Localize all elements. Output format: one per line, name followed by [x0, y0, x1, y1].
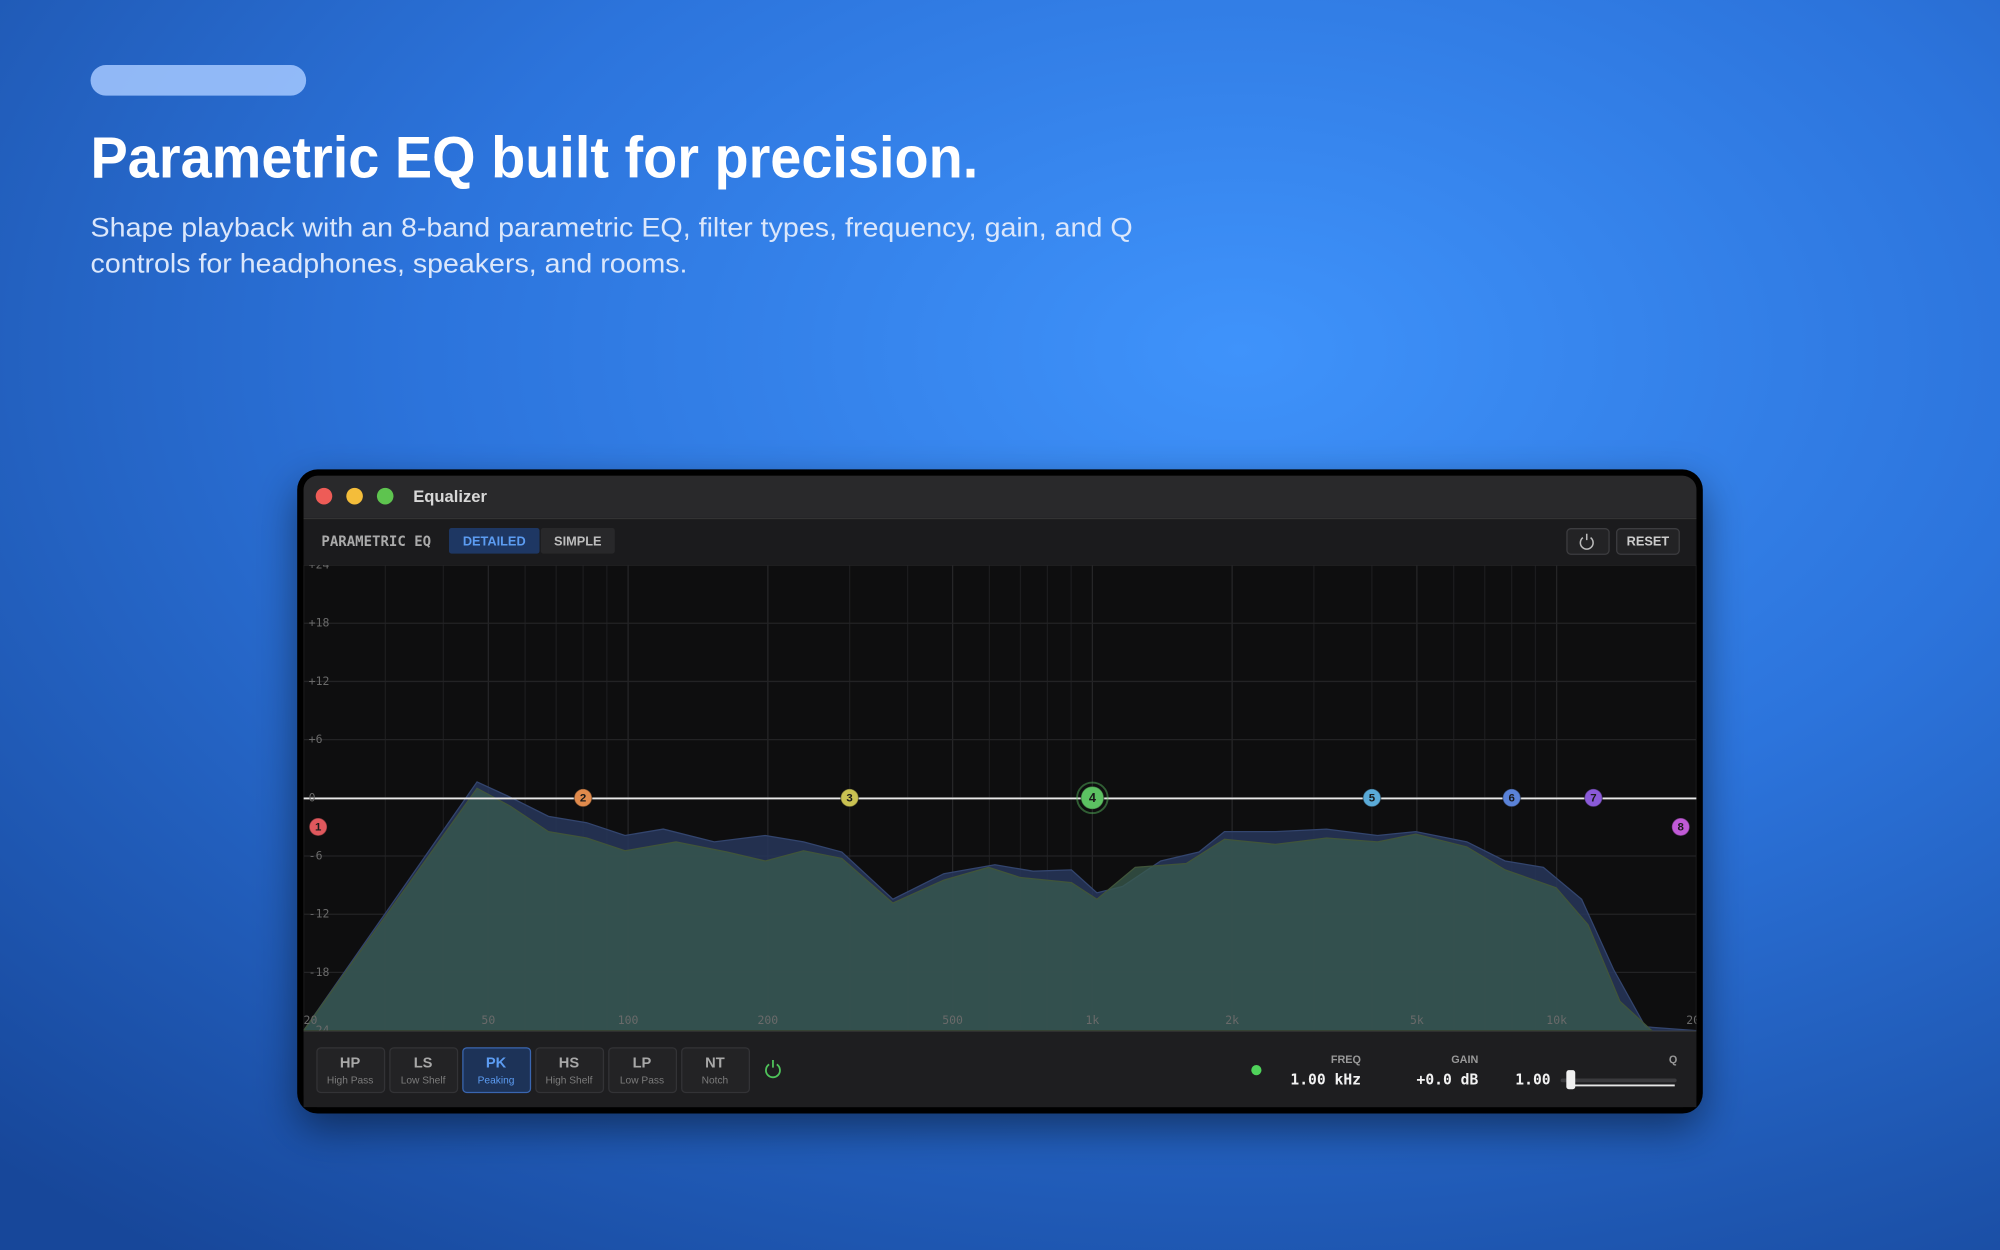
- band-power-icon: [765, 1059, 781, 1079]
- band-number[interactable]: 3: [846, 793, 852, 805]
- reset-button[interactable]: [1616, 528, 1680, 555]
- filter-code[interactable]: LP: [633, 1056, 652, 1072]
- filter-button[interactable]: [462, 1047, 532, 1094]
- band-handle-ring: [1076, 781, 1109, 815]
- headline: Parametric EQ built for precision.: [91, 125, 979, 190]
- filter-name[interactable]: High Shelf: [545, 1076, 592, 1087]
- tab-label[interactable]: SIMPLE: [554, 533, 601, 548]
- filter-name[interactable]: Low Pass: [620, 1076, 664, 1087]
- eq-graph: 20 50 100 200 500 1k 2k 5k 10k 20k +24 +18 +12 +6 0 -6 -…: [303, 558, 1707, 1037]
- x-tick-label: 50: [481, 1013, 495, 1027]
- subtitle: Shape playback with an 8-band parametric…: [91, 213, 1133, 243]
- y-tick-label: -6: [309, 849, 323, 863]
- filter-button[interactable]: [389, 1047, 459, 1094]
- filter-buttons: HP High Pass LS Low Shelf PK Peaking HS High Sh…: [316, 1047, 750, 1094]
- filter-name[interactable]: High Pass: [327, 1076, 373, 1087]
- y-tick-label: +24: [309, 558, 330, 572]
- freq-label: FREQ: [1331, 1054, 1361, 1066]
- y-tick-label: +18: [309, 616, 330, 630]
- band-number[interactable]: 4: [1089, 790, 1097, 805]
- band-number[interactable]: 6: [1508, 793, 1514, 805]
- x-tick-label: 2k: [1225, 1013, 1239, 1027]
- x-tick-label: 200: [757, 1013, 778, 1027]
- power-icon: [1579, 533, 1594, 550]
- band-handle[interactable]: [1080, 785, 1105, 810]
- band-handle[interactable]: [308, 817, 328, 837]
- pill: [90, 65, 307, 96]
- x-tick-label: 500: [942, 1013, 963, 1027]
- reset-label[interactable]: RESET: [1627, 533, 1670, 548]
- band-active-dot: [1251, 1065, 1262, 1076]
- spectrum-right: [303, 787, 1653, 1031]
- tab[interactable]: [448, 528, 540, 554]
- filter-button[interactable]: [316, 1047, 386, 1094]
- y-tick-label: +6: [309, 732, 323, 746]
- title-bar: [303, 475, 1697, 518]
- band-handle[interactable]: [573, 788, 593, 808]
- band-handle[interactable]: [1362, 788, 1382, 808]
- band-handle[interactable]: [1671, 817, 1691, 837]
- band-number[interactable]: 1: [315, 822, 322, 834]
- x-tick-label: 1k: [1085, 1013, 1099, 1027]
- q-value[interactable]: 1.00: [1515, 1071, 1550, 1088]
- filter-name[interactable]: Low Shelf: [401, 1076, 446, 1087]
- x-tick-label: 20k: [1686, 1013, 1707, 1027]
- y-tick-label: 0: [309, 790, 316, 804]
- y-tick-label: -12: [309, 907, 330, 921]
- zoom-button[interactable]: [376, 487, 394, 505]
- band-number[interactable]: 8: [1678, 822, 1685, 834]
- gain-label: GAIN: [1451, 1054, 1478, 1066]
- window: Equalizer PARAMETRIC EQ DETAILED SIMPLE R…: [297, 469, 1707, 1114]
- subtitle: controls for headphones, speakers, and r…: [91, 248, 688, 278]
- gain-value[interactable]: +0.0 dB: [1417, 1071, 1479, 1088]
- window-title: Equalizer: [413, 487, 487, 506]
- filter-code[interactable]: NT: [705, 1056, 725, 1072]
- filter-code[interactable]: HP: [340, 1056, 361, 1072]
- x-tick-label: 10k: [1546, 1013, 1567, 1027]
- y-tick-label: +12: [309, 674, 330, 688]
- filter-name[interactable]: Peaking: [478, 1076, 515, 1087]
- axis-labels: 20 50 100 200 500 1k 2k 5k 10k 20k +24 +18 +12 +6 0 -6 -…: [304, 558, 1707, 1037]
- band-number[interactable]: 2: [580, 793, 586, 805]
- close-button[interactable]: [315, 487, 333, 505]
- filter-code[interactable]: LS: [414, 1056, 433, 1072]
- filter-button[interactable]: [608, 1047, 678, 1094]
- toolbar-label: PARAMETRIC EQ: [321, 534, 431, 550]
- filter-button[interactable]: [535, 1047, 605, 1094]
- band-handle[interactable]: [1502, 788, 1522, 808]
- freq-value[interactable]: 1.00 kHz: [1290, 1071, 1361, 1088]
- q-slider-thumb[interactable]: [1566, 1070, 1576, 1090]
- band-handles: 1 2 3 4 5 6 7 8: [308, 781, 1691, 837]
- band-number[interactable]: 5: [1369, 793, 1376, 805]
- band-handle[interactable]: [1583, 788, 1603, 808]
- tab[interactable]: [540, 528, 615, 554]
- x-tick-label: 20: [304, 1013, 318, 1027]
- y-tick-label: -24: [309, 1023, 330, 1037]
- filter-code[interactable]: HS: [559, 1056, 580, 1072]
- tab-group: DETAILED SIMPLE: [448, 528, 615, 554]
- filter-name[interactable]: Notch: [702, 1076, 729, 1087]
- x-tick-label: 5k: [1410, 1013, 1424, 1027]
- band-number[interactable]: 7: [1590, 793, 1596, 805]
- tab-label[interactable]: DETAILED: [463, 533, 526, 548]
- filter-button[interactable]: [681, 1047, 750, 1094]
- q-label: Q: [1669, 1054, 1677, 1066]
- x-tick-label: 100: [618, 1013, 639, 1027]
- power-button[interactable]: [1566, 528, 1610, 555]
- filter-code[interactable]: PK: [486, 1056, 507, 1072]
- minimize-button[interactable]: [346, 487, 363, 505]
- y-tick-label: -18: [309, 965, 330, 979]
- band-handle[interactable]: [840, 788, 860, 808]
